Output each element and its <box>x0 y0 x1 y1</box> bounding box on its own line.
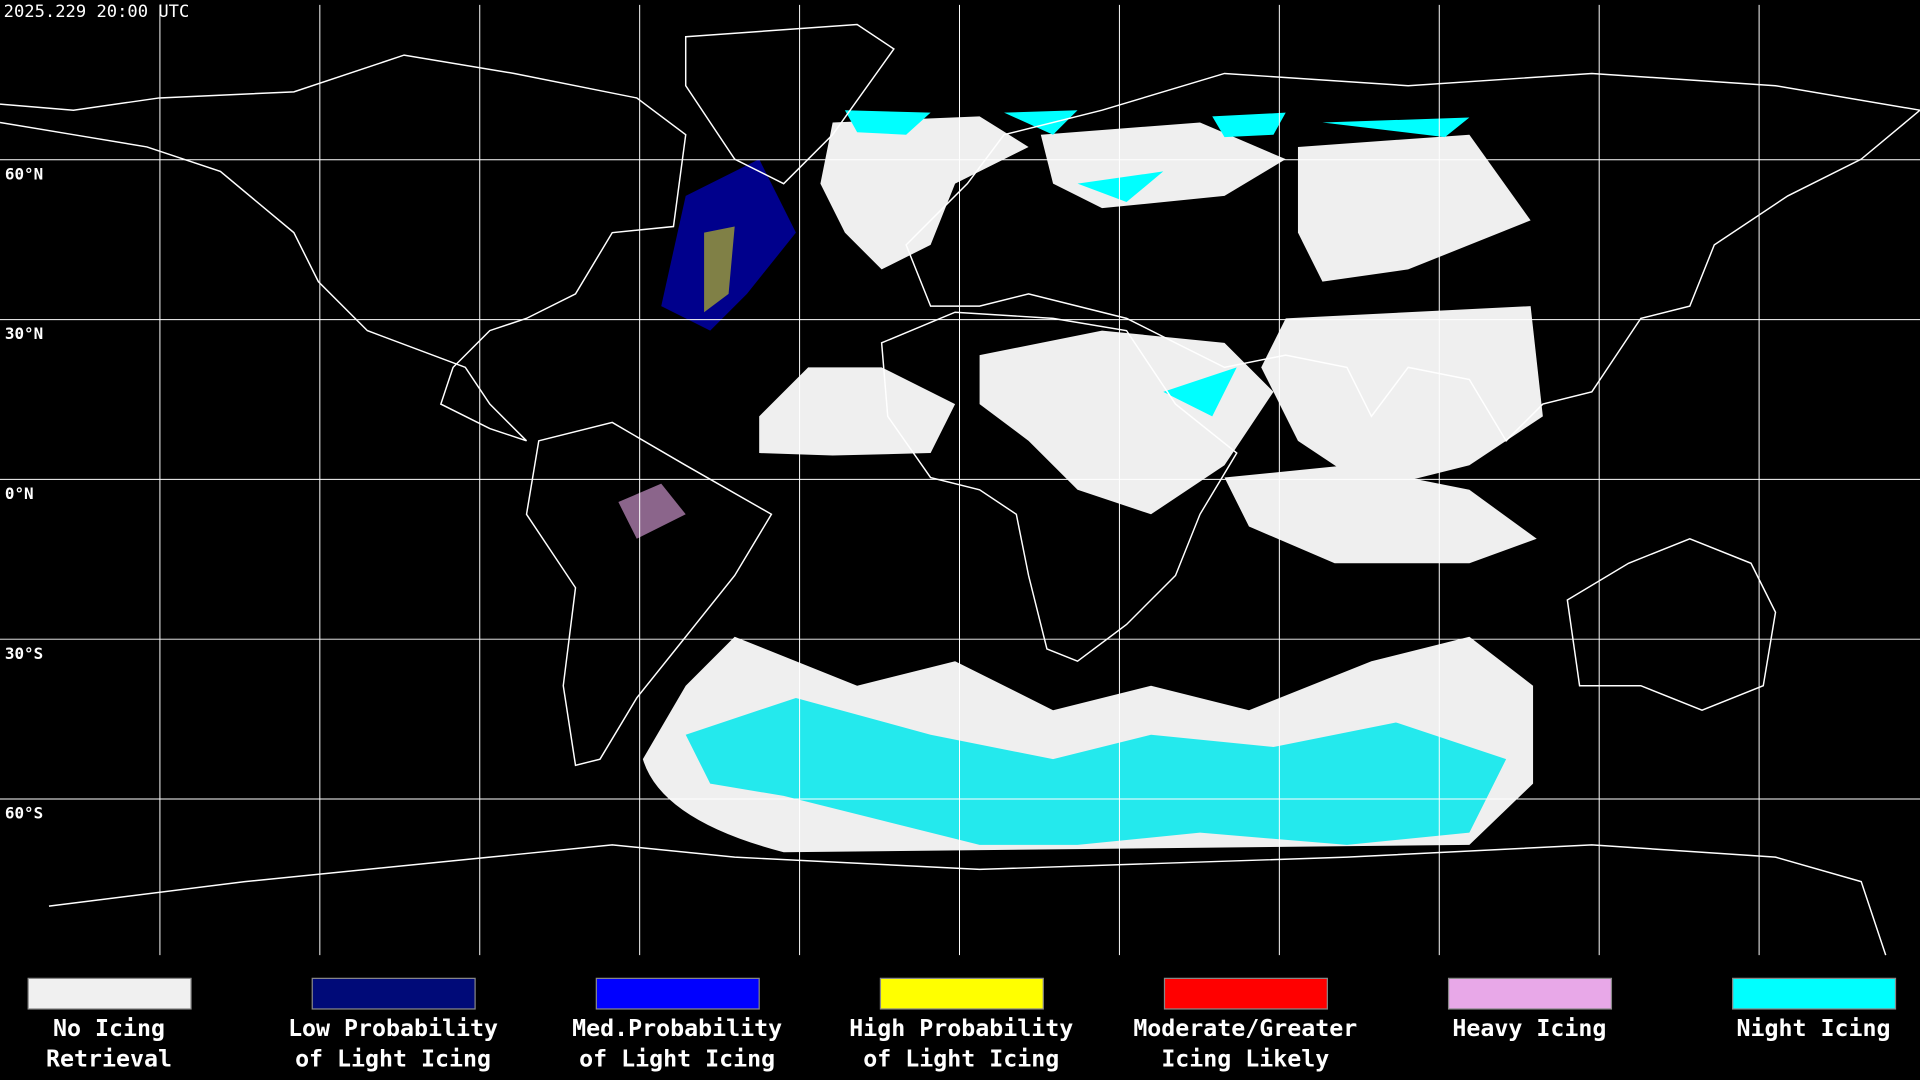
legend-swatch <box>1447 977 1613 1010</box>
legend-swatch <box>879 977 1044 1010</box>
latitude-labels: 60°N 30°N 0°N 30°S 60°S <box>5 164 43 822</box>
legend: No Icing Retrieval Low Probability of Light… <box>27 977 1897 1073</box>
legend-label: Heavy Icing <box>1452 1015 1606 1042</box>
graticule <box>0 4 1920 956</box>
legend-label: Moderate/Greater <box>1133 1015 1357 1042</box>
latitude-label: 60°N <box>5 164 43 183</box>
legend-label: Night Icing <box>1736 1015 1890 1042</box>
legend-label: Med.Probability <box>572 1015 782 1042</box>
legend-swatch <box>311 977 476 1010</box>
legend-label: Retrieval <box>46 1046 172 1073</box>
latitude-label: 30°N <box>5 324 43 343</box>
legend-label: Icing Likely <box>1161 1046 1329 1073</box>
latitude-label: 60°S <box>5 804 43 823</box>
timestamp: 2025.229 20:00 UTC <box>4 2 190 22</box>
legend-label: of Light Icing <box>579 1046 775 1073</box>
legend-swatch <box>595 977 760 1010</box>
legend-label: High Probability <box>849 1015 1073 1042</box>
satellite-imagery <box>618 107 1546 853</box>
legend-swatch <box>1163 977 1328 1010</box>
legend-label: of Light Icing <box>863 1046 1059 1073</box>
legend-label: of Light Icing <box>295 1046 491 1073</box>
legend-label: Low Probability <box>288 1015 498 1042</box>
latitude-label: 30°S <box>5 644 43 663</box>
latitude-label: 0°N <box>5 484 34 503</box>
legend-label: No Icing <box>53 1015 165 1042</box>
coastlines <box>0 23 1920 956</box>
legend-swatch <box>27 977 192 1010</box>
legend-swatch <box>1732 977 1897 1010</box>
